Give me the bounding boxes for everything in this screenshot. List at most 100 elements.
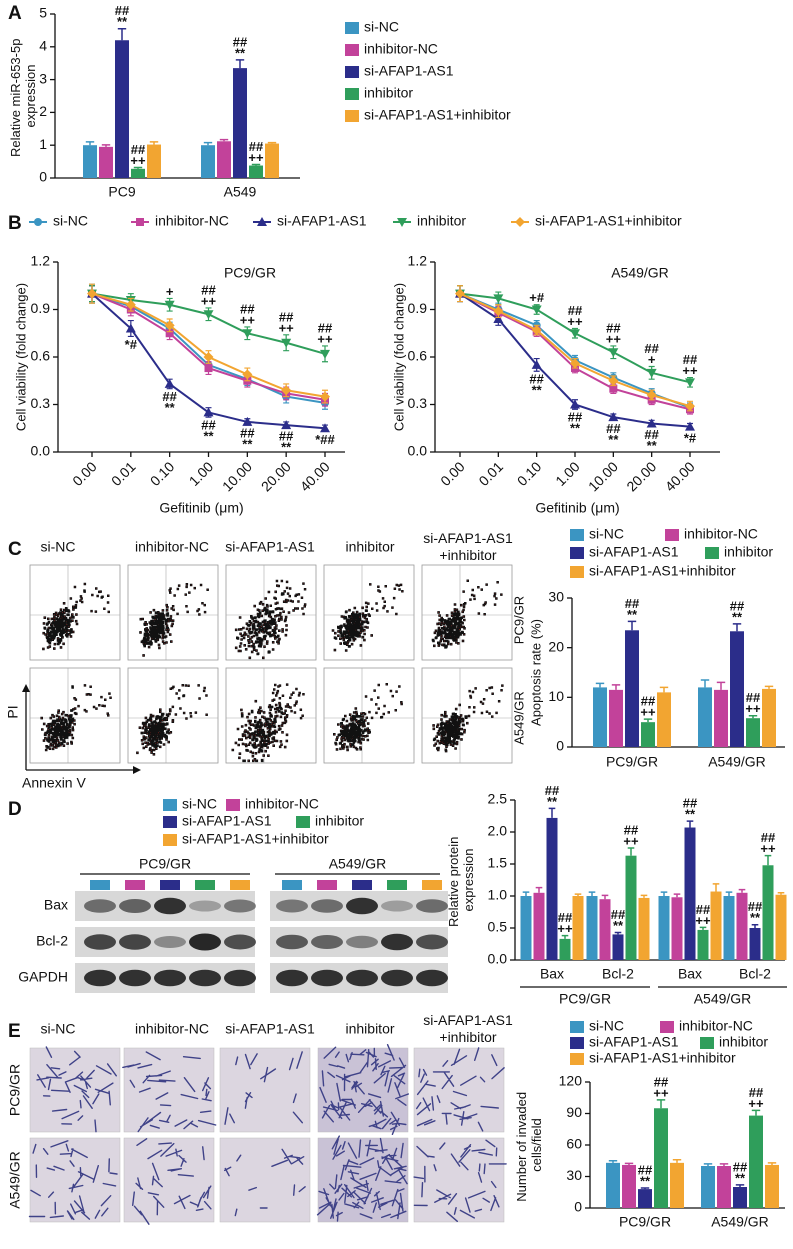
flow-plot — [29, 667, 121, 764]
blot-band — [416, 899, 448, 913]
bar — [710, 891, 722, 960]
point — [87, 288, 97, 299]
blot-band — [416, 934, 448, 950]
column-label: si-AFAP1-AS1 — [423, 530, 513, 546]
significance-label: ## — [624, 822, 639, 837]
blot-group-label: A549/GR — [329, 856, 387, 872]
y-tick-label: 2.5 — [488, 791, 508, 807]
flow-plot — [323, 564, 415, 661]
error-bar — [764, 685, 774, 689]
point — [493, 314, 504, 323]
blot-band — [276, 934, 308, 950]
legend-label: si-AFAP1-AS1+inhibitor — [535, 213, 682, 229]
point — [685, 421, 695, 431]
row-label: PC9/GR — [7, 1064, 23, 1116]
significance-label: ## — [115, 3, 130, 18]
error-bar — [735, 1184, 745, 1187]
significance-label: ## — [201, 282, 216, 297]
legend-swatch — [345, 66, 359, 78]
flow-events — [333, 683, 403, 752]
significance-label: ## — [279, 429, 294, 444]
point — [646, 418, 657, 428]
bar — [765, 1164, 779, 1208]
significance-label: ## — [748, 899, 763, 914]
significance-label: *# — [684, 430, 697, 445]
x-tick-label: 0.00 — [69, 458, 100, 489]
error-bar — [614, 931, 622, 935]
significance-label: ++ — [201, 293, 217, 308]
legend-swatch — [163, 834, 177, 846]
significance-label: +# — [529, 290, 545, 305]
error-bar — [601, 894, 609, 900]
x-tick-label: 0.10 — [147, 458, 178, 489]
significance-label: ** — [732, 609, 743, 624]
significance-label: ++ — [248, 150, 264, 165]
significance-label: ** — [613, 918, 624, 933]
bar — [670, 1162, 684, 1208]
significance-label: ++ — [748, 1096, 764, 1111]
blot-band — [189, 900, 221, 912]
x-tick-label: Bax — [678, 966, 702, 982]
significance-label: ## — [240, 301, 255, 316]
column-label: inhibitor — [345, 539, 394, 555]
error-bar — [627, 620, 637, 631]
significance-label: ## — [611, 907, 626, 922]
axis-arrows — [25, 690, 135, 771]
significance-label: ++ — [606, 331, 622, 346]
blot-band — [119, 934, 151, 950]
legend-label: inhibitor-NC — [245, 796, 319, 812]
blot-group-label: PC9/GR — [139, 856, 191, 872]
error-bar — [640, 894, 648, 898]
x-tick-label: 1.00 — [552, 458, 583, 489]
invaded-cells — [416, 1047, 505, 1132]
significance-label: ## — [131, 142, 146, 157]
y-tick-label: 2 — [39, 103, 47, 119]
micrograph — [29, 1047, 121, 1133]
blot-band — [416, 969, 448, 987]
x-tick-label: 10.00 — [219, 458, 255, 494]
significance-label: ++ — [567, 314, 583, 329]
legend-label: si-AFAP1-AS1 — [182, 813, 272, 829]
y-axis-label: PI — [5, 705, 21, 718]
blot-band — [154, 897, 186, 915]
significance-label: ## — [249, 139, 264, 154]
bar — [249, 165, 263, 178]
flow-events — [139, 583, 209, 657]
legend-label: si-NC — [182, 796, 217, 812]
significance-label: ## — [644, 427, 659, 442]
legend-label: si-NC — [364, 19, 399, 35]
legend-label: si-AFAP1-AS1+inhibitor — [364, 107, 511, 123]
y-tick-label: 0.9 — [31, 300, 51, 316]
flow-events — [431, 579, 503, 649]
legend-swatch — [296, 816, 310, 828]
y-tick-label: 30 — [548, 589, 564, 605]
bar — [520, 896, 532, 960]
blot-row-label: Bax — [44, 897, 68, 913]
significance-label: ** — [735, 1170, 746, 1185]
quadrant-lines — [128, 565, 218, 660]
error-bar — [751, 1109, 761, 1116]
bar — [730, 631, 744, 747]
y-tick-label: 0 — [556, 738, 564, 754]
error-bar — [686, 820, 694, 828]
flow-plot — [323, 667, 415, 764]
significance-label: ## — [730, 598, 745, 613]
row-label: A549/GR — [7, 1151, 23, 1209]
legend-label: inhibitor — [364, 85, 413, 101]
significance-label: ## — [683, 352, 698, 367]
error-bar — [219, 138, 229, 142]
legend-swatch — [345, 44, 359, 56]
error-bar — [700, 679, 710, 688]
error-bar — [732, 623, 742, 632]
point — [685, 378, 695, 388]
blot-band — [119, 899, 151, 913]
legend-label: si-NC — [589, 526, 624, 542]
y-tick-label: 10 — [548, 688, 564, 704]
x-tick-label: A549/GR — [711, 1214, 769, 1230]
y-tick-label: 60 — [566, 1136, 582, 1152]
blot-band — [224, 899, 256, 913]
legend-swatch — [570, 529, 584, 541]
legend-swatch — [700, 1037, 714, 1049]
x-axis-label: Gefitinib (μm) — [535, 500, 619, 516]
